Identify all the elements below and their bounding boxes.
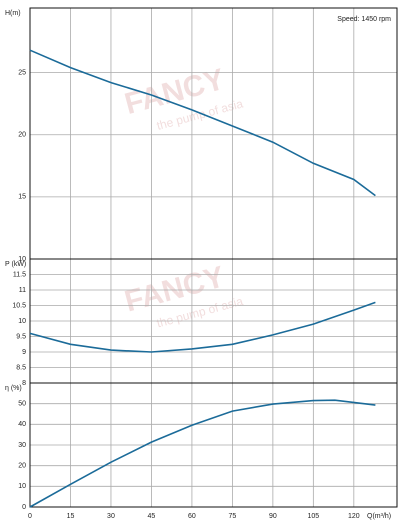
y-axis-label: η (%) <box>5 385 22 392</box>
y-axis-label: H(m) <box>5 10 21 17</box>
x-tick-label: 75 <box>228 513 236 520</box>
curve <box>29 301 376 353</box>
plot-frame <box>29 382 398 508</box>
x-tick-label: 45 <box>148 513 156 520</box>
y-tick-label: 40 <box>18 421 26 428</box>
y-tick-label: 50 <box>18 401 26 408</box>
x-tick-label: 120 <box>348 513 360 520</box>
curve <box>29 399 376 508</box>
y-tick-label: 11 <box>19 287 26 294</box>
y-tick-label: 10.5 <box>12 302 26 309</box>
y-tick-label: 10 <box>18 256 26 263</box>
x-tick-label: 30 <box>107 513 115 520</box>
y-tick-label: 20 <box>18 463 26 470</box>
y-tick-label: 15 <box>18 194 26 201</box>
plot-frame <box>29 7 398 260</box>
x-axis-label: Q(m³/h) <box>367 513 391 520</box>
x-tick-label: 105 <box>308 513 320 520</box>
y-axis-label: P (kW) <box>5 261 26 268</box>
y-tick-label: 10 <box>18 318 26 325</box>
y-tick-label: 20 <box>18 132 26 139</box>
y-tick-label: 8.5 <box>16 364 26 371</box>
annotation: Speed: 1450 rpm <box>337 16 391 23</box>
y-tick-label: 25 <box>18 69 26 76</box>
y-tick-label: 9.5 <box>16 333 26 340</box>
y-tick-label: 10 <box>18 483 26 490</box>
x-tick-label: 90 <box>269 513 277 520</box>
y-tick-label: 9 <box>22 349 26 356</box>
y-tick-label: 8 <box>22 380 26 387</box>
y-tick-label: 30 <box>18 442 26 449</box>
y-tick-label: 0 <box>22 504 26 511</box>
x-tick-label: 15 <box>67 513 75 520</box>
y-tick-label: 11.5 <box>13 271 26 278</box>
x-tick-label: 0 <box>28 513 32 520</box>
curve <box>29 49 376 197</box>
x-tick-label: 60 <box>188 513 196 520</box>
